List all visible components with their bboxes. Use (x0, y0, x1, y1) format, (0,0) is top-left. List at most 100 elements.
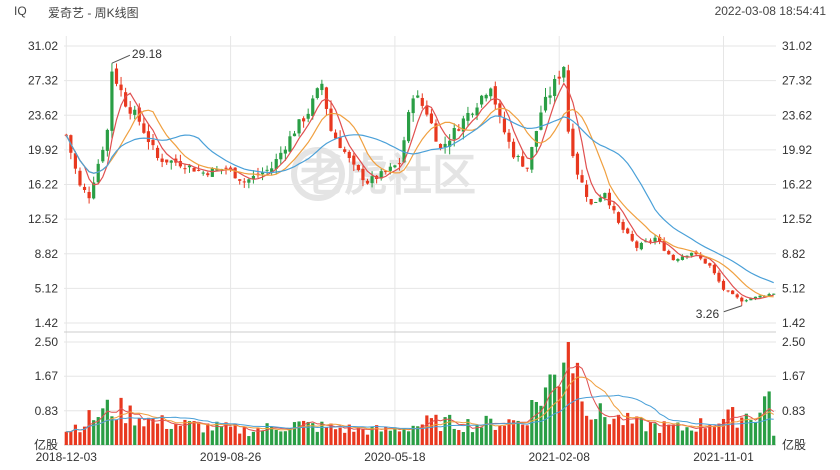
candle-body (721, 280, 726, 290)
volume-bar (557, 386, 561, 445)
candle-body (753, 296, 758, 299)
volume-bar (548, 374, 552, 445)
candle-body (589, 199, 593, 205)
candle-body (452, 128, 456, 140)
x-axis: 2018-12-03 2019-08-26 2020-05-18 2021-02-08… (36, 450, 754, 464)
volume-bar (662, 421, 666, 445)
candle-body (480, 95, 484, 105)
candle-body (128, 107, 132, 114)
volume-bar (114, 419, 119, 445)
candle-body (288, 136, 292, 152)
volume-bar (753, 421, 758, 445)
candle-body (365, 180, 370, 184)
x-tick-label: 2021-11-01 (693, 450, 754, 464)
x-tick-label: 2020-05-18 (364, 450, 426, 464)
volume-unit-label-right: 亿股 (782, 437, 806, 452)
volume-bar (274, 429, 278, 445)
candle-body (101, 149, 105, 162)
volume-bar (594, 419, 598, 445)
high-annotation-leader (111, 54, 131, 64)
volume-bar (648, 422, 653, 445)
candle-body (178, 161, 182, 167)
candle-body (142, 123, 146, 133)
volume-bar (292, 422, 297, 445)
grid (64, 36, 776, 446)
volume-bar (425, 415, 429, 445)
candle-body (457, 129, 461, 131)
low-annotation: 3.26 (696, 307, 720, 321)
volume-bar (502, 425, 507, 445)
volume-bar (260, 430, 265, 445)
volume-bar (621, 425, 625, 445)
candle-body (397, 163, 402, 165)
volume-bar (721, 418, 726, 445)
volume-bar (165, 428, 169, 445)
candle-body (242, 181, 246, 183)
candle-body (388, 166, 392, 171)
candle-body (603, 193, 607, 198)
volume-bar (87, 410, 91, 445)
volume-bar (288, 428, 292, 445)
volume-bar (699, 418, 703, 445)
volume-tick-label-right: 1.67 (782, 369, 806, 383)
volume-bar (356, 426, 360, 445)
candle-body (119, 84, 123, 91)
candle-body (543, 96, 548, 111)
candle-body (594, 201, 598, 203)
y-tick-label-left: 1.42 (35, 316, 59, 330)
watermark-text: 老虎社区 (300, 151, 476, 200)
volume-bar (183, 419, 187, 445)
candle-body (169, 160, 173, 163)
y-tick-label-right: 19.92 (782, 143, 812, 157)
volume-bar (507, 419, 511, 445)
volume-bar (543, 387, 548, 445)
candle-body (425, 105, 429, 115)
y-tick-label-left: 27.32 (28, 74, 58, 88)
volume-bar (297, 421, 301, 445)
volume-bar (169, 428, 173, 445)
volume-bar (105, 399, 109, 445)
candle-body (548, 95, 552, 98)
candle-body (653, 237, 657, 242)
candle-body (338, 137, 342, 149)
candle-body (489, 88, 493, 97)
volume-bar (703, 428, 707, 445)
candle-body (114, 68, 119, 84)
candle-body (238, 179, 242, 181)
volume-bar (630, 423, 634, 445)
candle-body (717, 272, 721, 282)
candle-body (155, 147, 160, 158)
candle-body (689, 252, 694, 256)
candle-body (206, 173, 210, 176)
volume-bar (580, 401, 584, 445)
volume-bar (562, 362, 566, 445)
volume-bar (251, 431, 256, 445)
volume-bar (758, 412, 762, 445)
volume-bar (365, 434, 370, 445)
candle-body (498, 103, 502, 117)
volume-bar (96, 417, 100, 445)
volume-bar (69, 431, 73, 445)
y-tick-label-left: 31.02 (28, 39, 58, 53)
candle-body (406, 112, 411, 142)
y-tick-label-left: 8.82 (35, 247, 59, 261)
candle-body (658, 236, 662, 242)
volume-bar (438, 431, 443, 445)
volume-bar (452, 428, 456, 445)
candle-body (247, 179, 251, 183)
volume-bar (466, 419, 470, 445)
candle-body (626, 228, 630, 234)
candle-body (772, 293, 776, 295)
volume-bar (402, 428, 406, 445)
candle-body (539, 112, 543, 130)
volume-bar (639, 418, 643, 445)
candle-body (703, 258, 707, 264)
volume-bar (434, 414, 438, 445)
volume-bar (626, 412, 630, 445)
candle-body (379, 171, 383, 179)
candle-body (470, 113, 475, 115)
y-tick-label-right: 16.22 (782, 178, 812, 192)
y-tick-label-right: 8.82 (782, 247, 806, 261)
volume-bar (671, 424, 675, 445)
